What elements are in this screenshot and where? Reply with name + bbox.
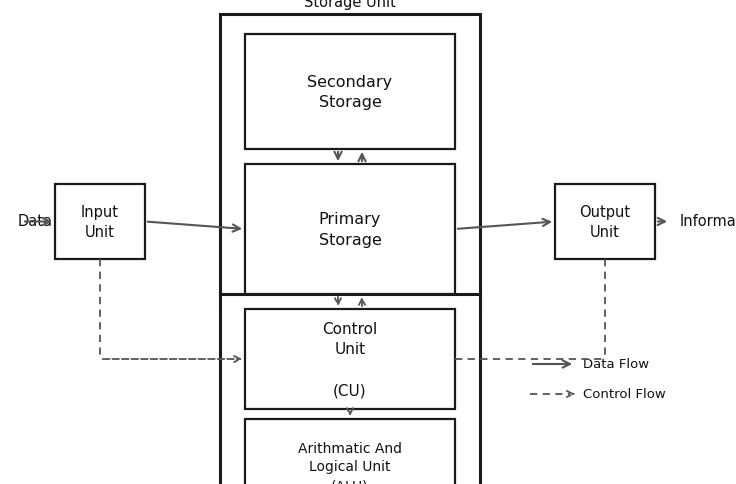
Text: Information: Information <box>680 214 736 229</box>
Text: Arithmatic And
Logical Unit
(ALU): Arithmatic And Logical Unit (ALU) <box>298 440 402 484</box>
Text: Control
Unit

(CU): Control Unit (CU) <box>322 321 378 397</box>
Text: Data Flow: Data Flow <box>583 358 649 371</box>
Bar <box>55 184 145 259</box>
Bar <box>555 184 655 259</box>
Text: Data: Data <box>18 214 53 229</box>
Text: Secondary
Storage: Secondary Storage <box>308 75 392 110</box>
Text: Storage Unit: Storage Unit <box>304 0 396 10</box>
Bar <box>245 165 455 294</box>
Text: Control Flow: Control Flow <box>583 388 666 401</box>
Text: Input
Unit: Input Unit <box>81 204 119 240</box>
Bar <box>220 294 480 484</box>
Text: Output
Unit: Output Unit <box>579 204 631 240</box>
Bar <box>245 309 455 409</box>
Bar <box>220 15 480 309</box>
Bar <box>245 419 455 484</box>
Bar <box>245 35 455 150</box>
Text: Primary
Storage: Primary Storage <box>319 212 381 247</box>
